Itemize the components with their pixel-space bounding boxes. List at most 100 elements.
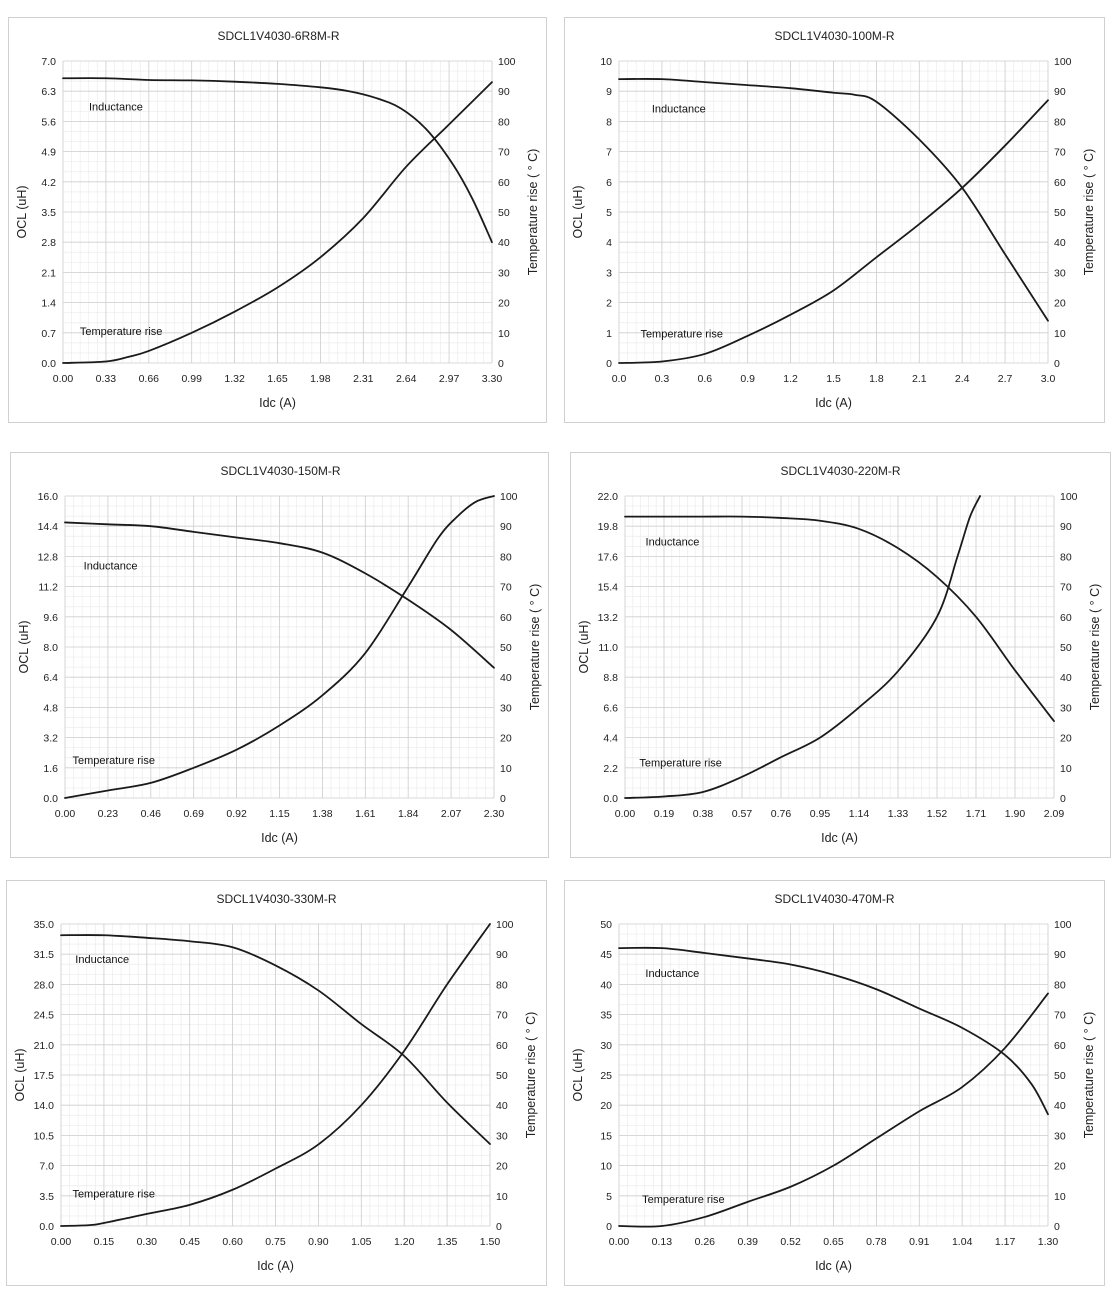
y-tick-label: 17.5 (34, 1070, 55, 1082)
x-tick-label: 3.0 (1041, 373, 1056, 385)
y-tick-label: 2.2 (603, 763, 618, 775)
inductance-annotation: Inductance (75, 954, 129, 966)
x-tick-label: 0.99 (181, 373, 202, 385)
y-tick-label: 30 (600, 1040, 612, 1052)
gridlines (64, 495, 495, 799)
y-tick-label: 0.0 (603, 793, 618, 805)
temperature-rise-annotation: Temperature rise (640, 328, 723, 340)
inductance-annotation: Inductance (645, 968, 699, 980)
y-tick-label: 16.0 (38, 491, 59, 503)
y-axis-label: OCL (uH) (571, 185, 585, 238)
y2-tick-label: 90 (498, 86, 510, 98)
y2-tick-label: 60 (496, 1040, 508, 1052)
inductance-annotation: Inductance (84, 561, 138, 573)
y2-tick-label: 70 (1054, 1010, 1066, 1022)
y2-tick-label: 20 (1060, 733, 1072, 745)
y-tick-label: 50 (600, 919, 612, 931)
x-tick-label: 1.84 (398, 808, 419, 820)
x-tick-label: 2.09 (1044, 808, 1065, 820)
y2-tick-label: 20 (496, 1161, 508, 1173)
x-tick-label: 1.15 (269, 808, 290, 820)
inductance-curve (624, 515, 1055, 723)
y2-tick-label: 60 (1060, 612, 1072, 624)
x-tick-label: 1.8 (869, 373, 884, 385)
y-tick-label: 7 (606, 147, 612, 159)
y2-tick-label: 60 (1054, 177, 1066, 189)
chart-svg: SDCL1V4030-6R8M-R0.00 0.33 0.66 0.99 1.32 1.6… (15, 29, 540, 410)
x-tick-label: 1.35 (437, 1236, 458, 1248)
y2-tick-label: 10 (496, 1191, 508, 1203)
x-tick-label: 0.0 (612, 373, 627, 385)
y2-tick-label: 20 (498, 298, 510, 310)
y-tick-label: 2.8 (41, 237, 56, 249)
y-tick-label: 14.4 (38, 521, 59, 533)
x-tick-label: 2.1 (912, 373, 927, 385)
x-axis-label: Idc (A) (815, 396, 852, 410)
inductance-annotation: Inductance (646, 536, 700, 548)
y2-tick-label: 30 (1060, 702, 1072, 714)
x-tick-label: 0.57 (732, 808, 753, 820)
y-axis-label: OCL (uH) (13, 1048, 27, 1101)
temperature-rise-curve (64, 495, 495, 799)
chart-panel-100m: SDCL1V4030-100M-R 0.0 0.3 0.6 0.9 1.2 1.5 1.8 2.… (564, 17, 1105, 423)
inductance-curve (64, 521, 495, 669)
chart-panel-6r8m: SDCL1V4030-6R8M-R 0.00 0.33 0.66 0.99 1.32 1.6… (8, 17, 547, 423)
y2-tick-label: 30 (1054, 267, 1066, 279)
y2-tick-label: 90 (496, 949, 508, 961)
y-tick-label: 8.0 (43, 642, 58, 654)
x-tick-label: 0.92 (226, 808, 247, 820)
y-tick-label: 1.6 (43, 763, 58, 775)
x-axis-label: Idc (A) (257, 1259, 294, 1273)
y-axis-label: OCL (uH) (15, 185, 29, 238)
x-axis-label: Idc (A) (261, 831, 298, 845)
x-tick-label: 0.13 (652, 1236, 673, 1248)
y2-tick-label: 10 (1054, 328, 1066, 340)
x-tick-label: 2.97 (439, 373, 460, 385)
y-tick-label: 21.0 (34, 1040, 55, 1052)
chart-title: SDCL1V4030-100M-R (774, 29, 894, 43)
y-tick-label: 14.0 (34, 1100, 55, 1112)
y2-tick-label: 80 (500, 551, 512, 563)
y2-tick-label: 100 (496, 919, 514, 931)
y2-tick-label: 40 (1054, 1100, 1066, 1112)
y-tick-label: 9 (606, 86, 612, 98)
y-tick-label: 10.5 (34, 1130, 55, 1142)
x-tick-label: 0.46 (141, 808, 162, 820)
chart-panel-150m: SDCL1V4030-150M-R 0.00 0.23 0.46 0.69 0.92 1.1… (10, 452, 549, 858)
x-tick-label: 0.95 (810, 808, 831, 820)
x-tick-label: 1.14 (849, 808, 870, 820)
gridlines (60, 923, 491, 1227)
x-tick-label: 0.38 (693, 808, 714, 820)
y2-tick-label: 10 (500, 763, 512, 775)
y2-tick-label: 30 (1054, 1130, 1066, 1142)
y-tick-label: 2 (606, 298, 612, 310)
y-tick-label: 4.8 (43, 702, 58, 714)
y-tick-label: 28.0 (34, 979, 55, 991)
x-tick-label: 1.33 (888, 808, 909, 820)
chart-title: SDCL1V4030-220M-R (780, 464, 900, 478)
chart-svg: SDCL1V4030-220M-R0.00 0.19 0.38 0.57 0.76 0.9… (577, 464, 1102, 845)
x-tick-label: 2.30 (484, 808, 505, 820)
y2-tick-label: 50 (1060, 642, 1072, 654)
y2-tick-label: 70 (500, 582, 512, 594)
temperature-rise-curve (60, 923, 491, 1227)
y2-tick-label: 0 (1054, 358, 1060, 370)
y2-tick-label: 90 (500, 521, 512, 533)
y-tick-label: 2.1 (41, 267, 56, 279)
y2-tick-label: 20 (1054, 1161, 1066, 1173)
y-axis-label: OCL (uH) (577, 620, 591, 673)
y2-tick-label: 60 (500, 612, 512, 624)
x-tick-label: 1.98 (310, 373, 331, 385)
gridlines (62, 60, 493, 364)
y-tick-label: 8 (606, 116, 612, 128)
x-tick-label: 1.90 (1005, 808, 1026, 820)
temperature-rise-curve (624, 495, 982, 799)
chart-title: SDCL1V4030-150M-R (220, 464, 340, 478)
y-tick-label: 3.2 (43, 733, 58, 745)
y2-tick-label: 0 (1054, 1221, 1060, 1233)
x-tick-label: 0.75 (265, 1236, 286, 1248)
y-tick-label: 9.6 (43, 612, 58, 624)
temperature-rise-curve (62, 81, 493, 364)
x-tick-label: 2.7 (998, 373, 1013, 385)
y2-tick-label: 100 (1060, 491, 1078, 503)
